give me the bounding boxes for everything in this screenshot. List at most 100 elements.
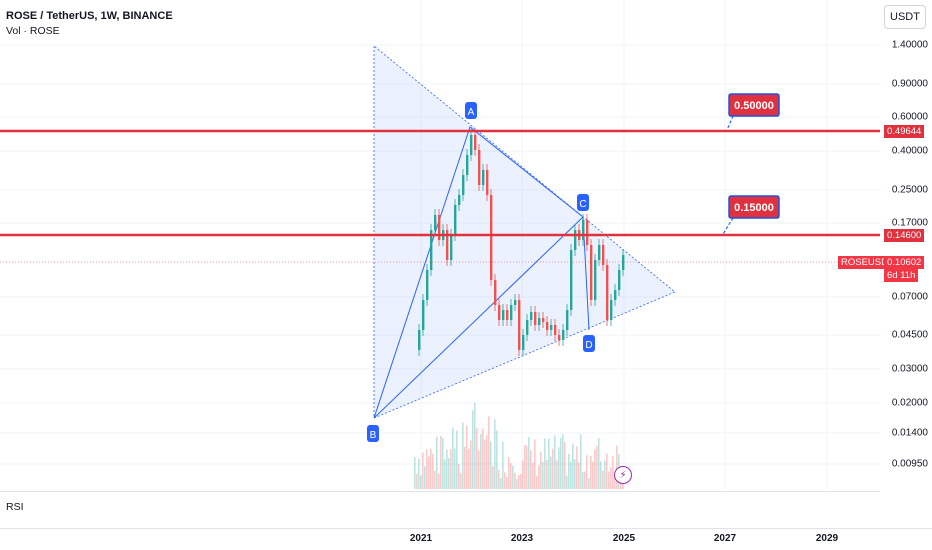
volume-bar (486, 435, 488, 489)
volume-bar (444, 459, 446, 489)
volume-bar (578, 462, 580, 489)
volume-bar (420, 475, 422, 489)
volume-bar (586, 455, 588, 489)
volume-bar (606, 453, 608, 489)
triangle-pattern[interactable] (373, 45, 676, 419)
chart-area[interactable]: 0.50000 0.15000 A B C D ROSE / TetherUS, 1W,… (0, 0, 880, 490)
candle-body (610, 300, 613, 320)
point-d-label-bg (583, 335, 595, 352)
lightning-icon[interactable]: ⚡ (614, 466, 632, 484)
candle-body (478, 150, 481, 185)
volume-bar (428, 456, 430, 489)
volume-bar (538, 465, 540, 489)
volume-bar (510, 462, 512, 489)
volume-bar (590, 455, 592, 489)
callout-mid-label: 0.15000 (734, 202, 774, 214)
current-symbol-tag: ROSEUSDT (838, 256, 897, 269)
volume-bar (594, 449, 596, 489)
candle-body (470, 135, 473, 155)
volume-bar (436, 436, 438, 489)
chart-legend: ROSE / TetherUS, 1W, BINANCE Vol · ROSE (6, 10, 173, 37)
volume-bar (536, 475, 538, 489)
triangle-shape (373, 45, 676, 419)
volume-bar (446, 449, 448, 489)
callout-mid-box (728, 195, 780, 219)
volume-bar (502, 441, 504, 489)
volume-bar (582, 472, 584, 489)
volume-bar (448, 457, 450, 489)
candle-body (450, 235, 453, 260)
rsi-label: RSI (6, 501, 24, 513)
candle-body (458, 195, 461, 205)
candle-body (570, 250, 573, 310)
volume-bar (440, 435, 442, 489)
b-to-c-line (373, 216, 584, 419)
volume-bar (604, 460, 606, 489)
candle-body (554, 325, 557, 335)
candle-body (438, 215, 441, 240)
volume-bar (540, 451, 542, 489)
volume-bar (496, 430, 498, 489)
volume-bar (468, 448, 470, 489)
resistance-lines[interactable]: 0.50000 0.15000 (0, 93, 880, 263)
volume-bar (542, 462, 544, 489)
volume-bar (478, 450, 480, 489)
volume-bar (480, 433, 482, 489)
price-tag-mid-line: 0.14600 (884, 229, 925, 242)
candle-body (426, 270, 429, 300)
volume-bar (438, 473, 440, 489)
volume-bar (588, 478, 590, 489)
volume-bar (476, 428, 478, 489)
volume-bar (528, 437, 530, 489)
symbol-title[interactable]: ROSE / TetherUS, 1W, BINANCE (6, 10, 173, 22)
volume-bar (454, 448, 456, 489)
time-scale[interactable]: 2021 2023 2025 2027 2029 (0, 528, 932, 550)
volume-bar (552, 448, 554, 489)
volume-bar (584, 471, 586, 489)
currency-button[interactable]: USDT (884, 5, 926, 29)
candle-body (550, 325, 553, 330)
volume-bars (414, 402, 624, 489)
volume-bar (564, 441, 566, 489)
time-tick: 2021 (409, 533, 433, 544)
candle-body (518, 300, 521, 350)
volume-bar (484, 439, 486, 489)
point-labels[interactable]: A B C D (367, 102, 595, 442)
volume-bar (570, 461, 572, 489)
candle-body (566, 310, 569, 330)
candle-body (582, 220, 585, 240)
volume-label[interactable]: Vol · ROSE (6, 25, 60, 37)
candle-body (498, 305, 501, 320)
price-tick: 0.07000 (891, 291, 928, 303)
point-b-label: B (370, 430, 377, 441)
price-chart[interactable]: 0.50000 0.15000 A B C D (0, 0, 880, 490)
candle-body (430, 230, 433, 270)
volume-bar (516, 478, 518, 489)
price-tick: 0.60000 (891, 111, 928, 123)
rsi-pane[interactable]: RSI (0, 491, 880, 528)
volume-bar (472, 410, 474, 489)
price-tick: 0.25000 (891, 184, 928, 196)
point-a-label-bg (465, 102, 477, 119)
volume-bar (414, 456, 416, 489)
price-tick: 0.04500 (891, 329, 928, 341)
volume-bar (494, 419, 496, 489)
callout-top-pointer (726, 115, 734, 131)
volume-bar (416, 473, 418, 489)
volume-bar (560, 437, 562, 489)
volume-bar (524, 444, 526, 489)
volume-bar (520, 474, 522, 489)
volume-bar (530, 450, 532, 489)
volume-bar (422, 452, 424, 489)
candle-body (594, 260, 597, 300)
volume-bar (490, 441, 492, 489)
volume-bar (450, 449, 452, 489)
point-c-label: C (579, 199, 586, 210)
candle-body (598, 245, 601, 260)
price-tick: 1.40000 (891, 39, 928, 51)
price-tick: 0.40000 (891, 145, 928, 157)
volume-bar (526, 445, 528, 489)
candle-body (614, 290, 617, 300)
volume-bar (474, 402, 476, 489)
price-tick: 0.00950 (891, 458, 928, 470)
